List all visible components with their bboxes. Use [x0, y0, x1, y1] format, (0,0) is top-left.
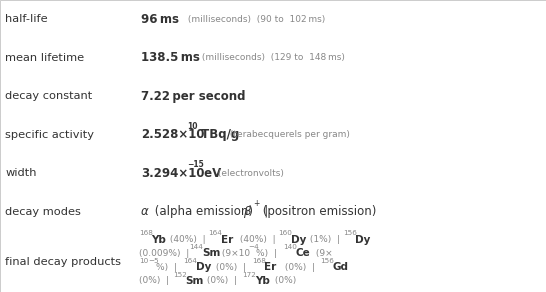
Text: final decay products: final decay products: [5, 257, 121, 267]
Text: 164: 164: [183, 258, 197, 264]
Text: 96 ms: 96 ms: [141, 13, 179, 26]
Bar: [0, 77, 546, 116]
Text: −5: −5: [149, 258, 159, 264]
Text: mean lifetime: mean lifetime: [5, 53, 85, 63]
Text: (positron emission): (positron emission): [259, 206, 376, 218]
Text: decay modes: decay modes: [5, 207, 81, 217]
Text: (0.009%)  |: (0.009%) |: [139, 249, 195, 258]
Text: Ce: Ce: [296, 248, 311, 258]
Text: 144: 144: [189, 244, 203, 250]
Text: (terabecquerels per gram): (terabecquerels per gram): [227, 131, 350, 139]
Text: 10: 10: [187, 122, 198, 131]
Text: 172: 172: [242, 272, 256, 277]
Text: (electronvolts): (electronvolts): [215, 169, 284, 178]
Text: β: β: [243, 206, 251, 218]
Text: 156: 156: [343, 230, 357, 236]
Text: eV: eV: [200, 167, 221, 180]
Text: TBq/g: TBq/g: [197, 128, 239, 141]
Text: α: α: [141, 206, 149, 218]
Text: 152: 152: [173, 272, 187, 277]
Text: (1%)  |: (1%) |: [307, 235, 346, 244]
Text: (0%)  |: (0%) |: [204, 277, 243, 286]
Text: (0%)  |: (0%) |: [213, 263, 252, 272]
Text: −4: −4: [248, 244, 259, 250]
Text: +: +: [253, 199, 259, 208]
Text: (milliseconds)  (90 to  102 ms): (milliseconds) (90 to 102 ms): [185, 15, 325, 24]
Bar: [0, 193, 546, 231]
Text: Yb: Yb: [255, 276, 270, 286]
Text: decay constant: decay constant: [5, 91, 93, 101]
Text: Gd: Gd: [333, 262, 348, 272]
Text: specific activity: specific activity: [5, 130, 94, 140]
Bar: [0, 154, 546, 193]
Text: (0%)  |: (0%) |: [139, 277, 175, 286]
Bar: [0, 39, 546, 77]
Text: 7.22 per second: 7.22 per second: [141, 90, 245, 103]
Text: 3.294×10: 3.294×10: [141, 167, 204, 180]
Text: half-life: half-life: [5, 14, 48, 24]
Text: 160: 160: [278, 230, 292, 236]
Text: 140: 140: [283, 244, 297, 250]
Text: 156: 156: [320, 258, 334, 264]
Text: Yb: Yb: [151, 235, 166, 245]
Text: 168: 168: [139, 230, 152, 236]
Text: Sm: Sm: [202, 248, 221, 258]
Text: %)  |: %) |: [156, 263, 182, 272]
Bar: [0, 0, 546, 39]
Text: Dy: Dy: [291, 235, 306, 245]
Text: 168: 168: [252, 258, 265, 264]
Text: (9×10: (9×10: [219, 249, 251, 258]
Text: 164: 164: [209, 230, 222, 236]
Text: (0%): (0%): [272, 277, 296, 286]
Text: (milliseconds)  (129 to  148 ms): (milliseconds) (129 to 148 ms): [199, 53, 345, 62]
Text: (9×: (9×: [313, 249, 333, 258]
Text: %)  |: %) |: [256, 249, 282, 258]
Text: (40%)  |: (40%) |: [237, 235, 281, 244]
Text: Dy: Dy: [196, 262, 211, 272]
Text: (alpha emission)   |: (alpha emission) |: [151, 206, 279, 218]
Text: Dy: Dy: [355, 235, 371, 245]
Text: Sm: Sm: [186, 276, 204, 286]
Bar: [0, 116, 546, 154]
Text: Er: Er: [221, 235, 233, 245]
Text: (0%)  |: (0%) |: [282, 263, 321, 272]
Text: 138.5 ms: 138.5 ms: [141, 51, 200, 64]
Text: 10: 10: [139, 258, 148, 264]
Text: Er: Er: [264, 262, 276, 272]
Text: −15: −15: [187, 160, 204, 169]
Text: width: width: [5, 168, 37, 178]
Text: (40%)  |: (40%) |: [167, 235, 211, 244]
Bar: [0, 231, 546, 292]
Text: 2.528×10: 2.528×10: [141, 128, 204, 141]
